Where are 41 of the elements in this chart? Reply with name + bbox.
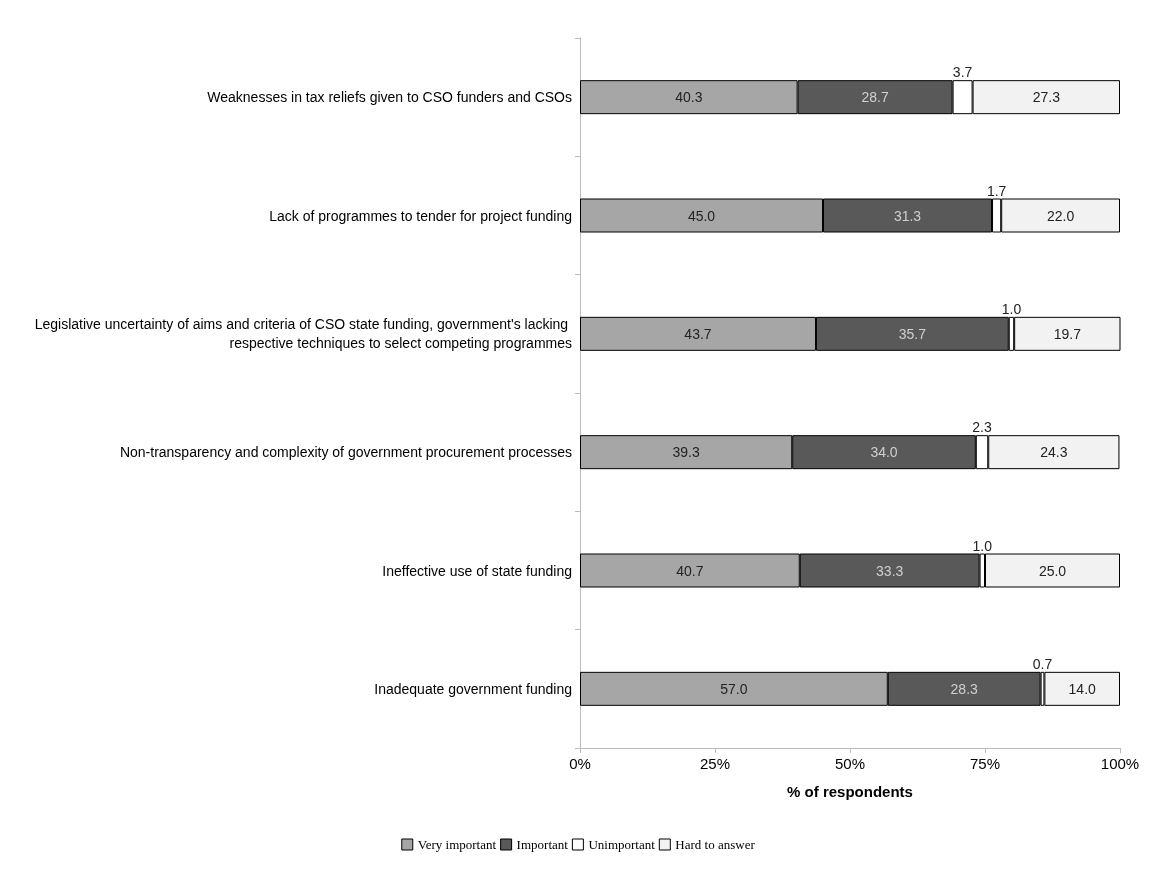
x-tick-label: 50% — [834, 755, 866, 772]
x-tick-label: 0% — [569, 755, 591, 772]
legend-label: Very important — [417, 837, 497, 852]
data-label: 40.3 — [675, 89, 703, 106]
legend-label: Important — [516, 837, 569, 852]
data-label: 33.3 — [876, 562, 904, 579]
y-tick-label: Ineffective use of state funding — [382, 562, 572, 579]
data-label: 2.3 — [972, 419, 992, 436]
data-label: 28.3 — [950, 680, 979, 697]
data-label: 3.7 — [952, 64, 973, 81]
data-label: 43.7 — [684, 325, 712, 342]
data-label: 28.7 — [861, 89, 889, 106]
data-label: 1.0 — [972, 537, 993, 554]
data-label: 39.3 — [672, 444, 700, 461]
legend-label: Unimportant — [588, 837, 656, 852]
data-label: 25.0 — [1038, 562, 1067, 579]
legend-label: Hard to answer — [675, 837, 756, 852]
data-label: 57.0 — [720, 680, 748, 697]
y-tick-label: Weaknesses in tax reliefs given to CSO funders and CSOs — [207, 89, 572, 106]
data-label: 1.0 — [1001, 300, 1022, 317]
data-label: 45.0 — [687, 207, 716, 224]
y-tick-label: Lack of programmes to tender for project funding — [269, 207, 572, 224]
y-tick-label: Non-transparency and complexity of government procurement processes — [119, 444, 572, 461]
data-label: 22.0 — [1046, 207, 1075, 224]
bar — [1044, 671, 1120, 706]
y-tick-label: Legislative uncertainty of aims and criteria of CSO state funding, government's lacking respective techniques to select competing programmes — [34, 316, 572, 352]
data-label: 27.3 — [1032, 89, 1061, 106]
data-label: 1.7 — [986, 182, 1007, 199]
x-tick-label: 25% — [699, 755, 731, 772]
data-label: 19.7 — [1053, 325, 1082, 342]
data-label: 35.7 — [898, 325, 927, 342]
x-tick-label: 100% — [1100, 755, 1140, 772]
data-label: 34.0 — [870, 444, 898, 461]
data-label: 24.3 — [1040, 444, 1068, 461]
y-tick-label: Inadequate government funding — [374, 680, 572, 697]
x-axis-title: % of respondents — [787, 783, 913, 800]
data-label: 0.7 — [1032, 655, 1053, 672]
data-label: 14.0 — [1068, 680, 1097, 697]
data-label: 31.3 — [893, 207, 922, 224]
x-tick-label: 75% — [969, 755, 1001, 772]
data-label: 40.7 — [676, 562, 704, 579]
